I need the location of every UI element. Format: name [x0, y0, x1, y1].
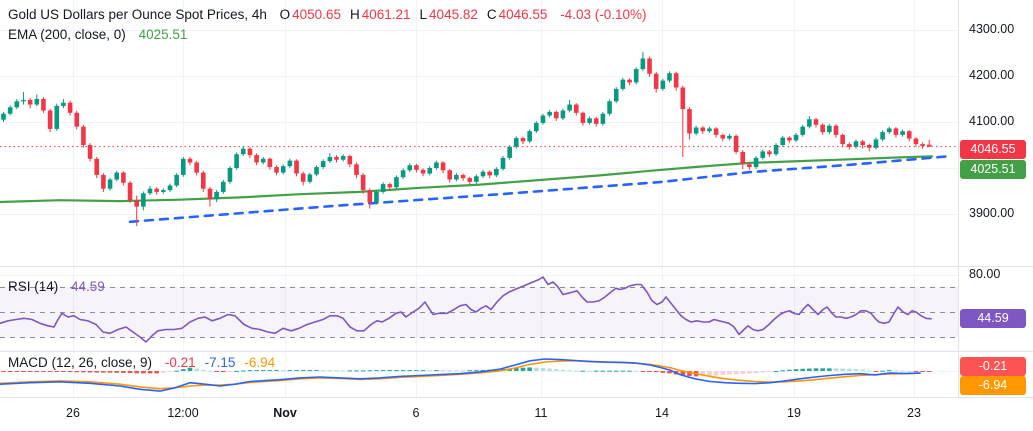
time-tick-6: 6 — [412, 406, 420, 420]
rsi-legend-row[interactable]: RSI (14) 44.59 — [8, 279, 105, 294]
macd-label: MACD (12, 26, close, 9) — [8, 355, 153, 370]
macd-value-histogram: -0.21 — [164, 355, 196, 370]
change-readout: -4.03 (-0.10%) — [560, 7, 647, 22]
symbol-title: Gold US Dollars per Ounce Spot Prices, 4… — [8, 7, 267, 22]
time-tick-26: 26 — [66, 406, 80, 420]
price-tick-4300.00: 4300.00 — [969, 22, 1015, 36]
ema-legend-row[interactable]: EMA (200, close, 0) 4025.51 — [8, 27, 187, 42]
macd-values: -0.21 -7.15 -6.94 — [156, 355, 275, 370]
ohlc-h: H 4061.21 — [349, 7, 411, 22]
symbol-legend-row[interactable]: Gold US Dollars per Ounce Spot Prices, 4… — [8, 7, 646, 22]
price-tick-4100.00: 4100.00 — [969, 114, 1015, 128]
ema-label: EMA (200, close, 0) — [8, 27, 126, 42]
macd-value-macd: -7.15 — [204, 355, 236, 370]
ohlc-c: C 4046.55 — [486, 7, 548, 22]
price-tick-3900.00: 3900.00 — [969, 206, 1015, 220]
macd-value-signal: -6.94 — [244, 355, 276, 370]
time-tick-Nov: Nov — [273, 406, 297, 420]
macd-hist-badge: -0.21 — [960, 356, 1026, 376]
time-tick-11: 11 — [534, 406, 548, 420]
macd-legend-row[interactable]: MACD (12, 26, close, 9) -0.21 -7.15 -6.94 — [8, 355, 275, 370]
price-tick-4200.00: 4200.00 — [969, 68, 1015, 82]
rsi-label: RSI (14) — [8, 279, 59, 294]
time-tick-19: 19 — [787, 406, 801, 420]
rsi-value-badge: 44.59 — [960, 309, 1026, 329]
time-tick-14: 14 — [655, 406, 669, 420]
ohlc-o: O 4050.65 — [279, 7, 341, 22]
last-price-badge: 4046.55 — [960, 140, 1026, 160]
time-tick-23: 23 — [907, 406, 921, 420]
ema-value: 4025.51 — [138, 27, 188, 42]
rsi-tick-80: 80.00 — [969, 266, 1001, 281]
rsi-value: 44.59 — [71, 279, 105, 294]
ohlc-l: L 4045.82 — [419, 7, 478, 22]
time-tick-12:00: 12:00 — [167, 406, 199, 420]
ema-price-badge: 4025.51 — [960, 160, 1026, 180]
ohlc-readout: O 4050.65 H 4061.21 L 4045.82 C 4046.55 — [271, 7, 548, 22]
macd-signal-badge: -6.94 — [960, 376, 1026, 395]
